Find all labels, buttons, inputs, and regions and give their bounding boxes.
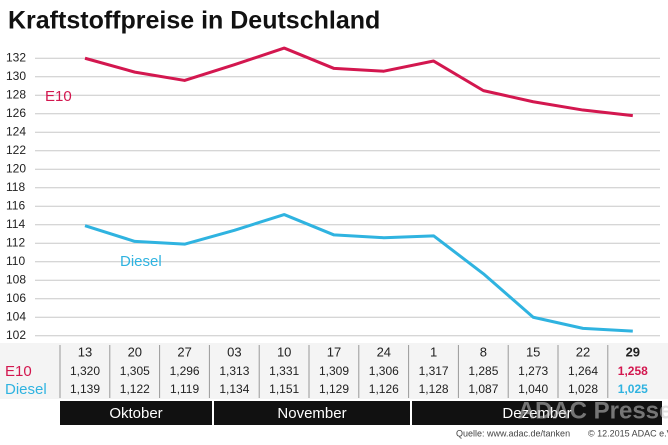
x-tick-label: 20: [128, 344, 142, 359]
y-tick-label: 122: [6, 143, 26, 157]
value-label: 1,317: [419, 364, 449, 378]
row-label: Diesel: [5, 381, 47, 398]
value-label: 1,309: [319, 364, 349, 378]
y-tick-label: 128: [6, 87, 26, 101]
x-tick-label: 03: [227, 344, 241, 359]
value-label: 1,028: [568, 382, 598, 396]
table-background: [0, 343, 668, 399]
chart-title: Kraftstoffpreise in Deutschland: [8, 7, 380, 35]
x-tick-label: 27: [177, 344, 191, 359]
value-label: 1,306: [369, 364, 399, 378]
line: [84, 46, 633, 118]
value-label: 1,331: [269, 364, 299, 378]
line: [84, 213, 633, 333]
y-tick-label: 126: [6, 106, 26, 120]
row-label: E10: [5, 363, 32, 380]
value-label: 1,285: [468, 364, 498, 378]
x-tick-label: 29: [626, 344, 640, 359]
y-tick-label: 106: [6, 291, 26, 305]
y-tick-label: 114: [6, 217, 25, 231]
x-tick-label: 13: [78, 344, 92, 359]
y-tick-label: 116: [6, 198, 25, 212]
x-tick-label: 22: [576, 344, 590, 359]
x-tick-label: 1: [430, 344, 437, 359]
month-bar: [214, 401, 410, 425]
y-tick-label: 130: [6, 69, 26, 83]
x-tick-label: 8: [480, 344, 487, 359]
x-tick-label: 24: [377, 344, 391, 359]
value-label: 1,129: [319, 382, 349, 396]
value-label: 1,139: [70, 382, 100, 396]
month-label: Dezember: [502, 405, 571, 422]
source: Quelle: www.adac.de/tanken: [456, 428, 570, 438]
value-label: 1,040: [518, 382, 548, 396]
month-bar: [60, 401, 212, 425]
series-label: E10: [45, 88, 72, 105]
copyright: © 12.2015 ADAC e.V.: [588, 428, 668, 438]
value-label: 1,025: [618, 382, 648, 396]
y-tick-label: 110: [6, 254, 25, 268]
x-tick-label: 15: [526, 344, 540, 359]
value-label: 1,296: [170, 364, 200, 378]
month-label: Oktober: [109, 405, 162, 422]
value-label: 1,320: [70, 364, 100, 378]
y-tick-label: 120: [6, 161, 26, 175]
value-label: 1,313: [219, 364, 249, 378]
y-tick-label: 104: [6, 309, 26, 323]
value-label: 1,151: [269, 382, 299, 396]
value-label: 1,258: [618, 364, 648, 378]
y-tick-label: 118: [6, 180, 25, 194]
value-label: 1,264: [568, 364, 598, 378]
value-label: 1,119: [170, 382, 199, 396]
y-tick-label: 132: [6, 50, 26, 64]
watermark: ADAC Presse: [518, 397, 668, 424]
y-tick-label: 108: [6, 272, 26, 286]
x-tick-label: 17: [327, 344, 341, 359]
value-label: 1,273: [518, 364, 548, 378]
value-label: 1,087: [468, 382, 498, 396]
value-label: 1,122: [120, 382, 150, 396]
y-tick-label: 112: [6, 235, 25, 249]
y-tick-label: 102: [6, 328, 26, 342]
value-label: 1,305: [120, 364, 150, 378]
value-label: 1,128: [419, 382, 449, 396]
y-tick-label: 124: [6, 124, 26, 138]
x-tick-label: 10: [277, 344, 291, 359]
month-bar: [412, 401, 662, 425]
series-label: Diesel: [120, 253, 162, 270]
value-label: 1,134: [219, 382, 249, 396]
month-label: November: [277, 405, 346, 422]
value-label: 1,126: [369, 382, 399, 396]
